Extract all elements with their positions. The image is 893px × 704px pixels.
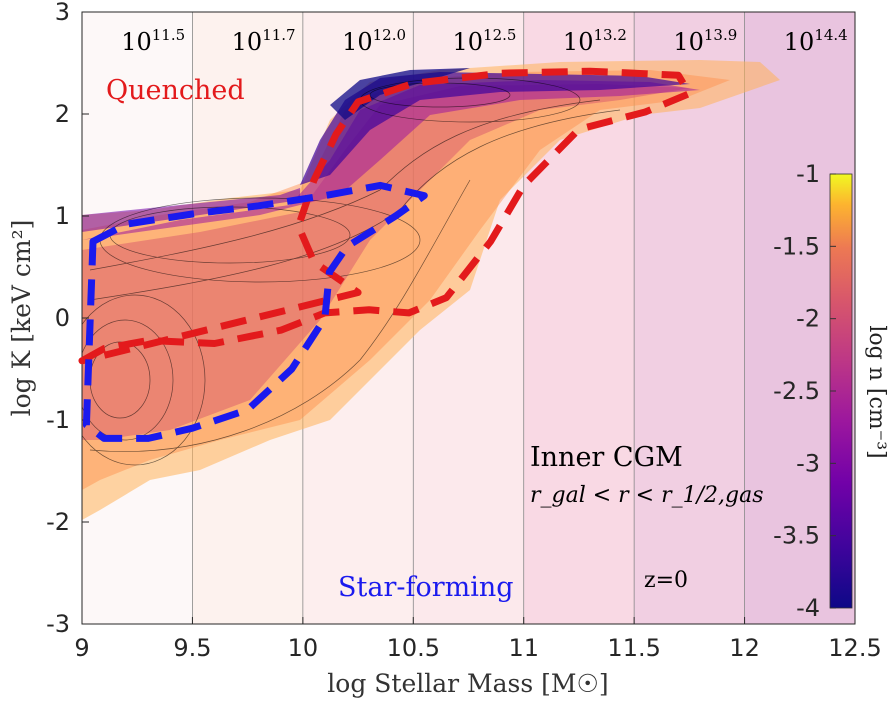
quenched-label: Quenched <box>106 75 245 106</box>
y-tick-label: 0 <box>55 304 70 332</box>
colorbar-tick-label: -3 <box>796 449 820 477</box>
star-forming-label: Star-forming <box>338 572 514 603</box>
halo-mass-label: 1011.7 <box>232 26 296 56</box>
region-star-forming <box>82 181 428 442</box>
halo-mass-label: 1011.5 <box>121 26 185 56</box>
colorbar-tick-label: -2.5 <box>773 377 820 405</box>
colorbar-tick-label: -4 <box>796 594 820 622</box>
halo-bin-band <box>634 12 745 624</box>
y-tick-label: -2 <box>46 508 70 536</box>
x-tick-label: 10 <box>288 634 319 662</box>
x-tick-label: 9 <box>74 634 89 662</box>
region-quenched <box>78 67 693 365</box>
x-tick-label: 9.5 <box>173 634 211 662</box>
halo-mass-label: 1013.9 <box>673 26 737 56</box>
x-tick-label: 12 <box>729 634 760 662</box>
x-tick-label: 12.5 <box>828 634 881 662</box>
y-tick-label: 1 <box>55 202 70 230</box>
halo-mass-label: 1012.0 <box>342 26 406 56</box>
region-outlines <box>78 67 693 442</box>
x-tick-label: 11 <box>508 634 539 662</box>
inner-cgm-title: Inner CGM <box>530 442 683 473</box>
colorbar-ticks: -1 -1.5 -2 -2.5 -3 -3.5 -4 <box>773 160 836 622</box>
halo-mass-label: 1012.5 <box>453 26 517 56</box>
redshift-label: z=0 <box>644 568 688 593</box>
x-tick-label: 10.5 <box>387 634 440 662</box>
x-tick-label: 11.5 <box>607 634 660 662</box>
y-tick-label: 3 <box>55 0 70 26</box>
y-axis-title: log K [keV cm²] <box>7 220 36 417</box>
y-tick-label: -1 <box>46 406 70 434</box>
y-tick-label: 2 <box>55 100 70 128</box>
colorbar-label: log n [cm⁻³] <box>864 325 889 458</box>
halo-mass-labels: 1011.5 1011.7 1012.0 1012.5 1013.2 1013.9 1014… <box>121 26 848 56</box>
halo-mass-label: 1013.2 <box>563 26 627 56</box>
halo-mass-label: 1014.4 <box>784 26 848 56</box>
y-tick-label: -3 <box>46 610 70 638</box>
inner-cgm-subtitle: r_gal < r < r_1/2,gas <box>530 483 764 508</box>
colorbar-tick-label: -2 <box>796 305 820 333</box>
colorbar-tick-label: -1.5 <box>773 232 820 260</box>
x-axis-title: log Stellar Mass [M☉] <box>327 669 608 698</box>
colorbar-tick-label: -1 <box>796 160 820 188</box>
colorbar-tick-label: -3.5 <box>773 522 820 550</box>
